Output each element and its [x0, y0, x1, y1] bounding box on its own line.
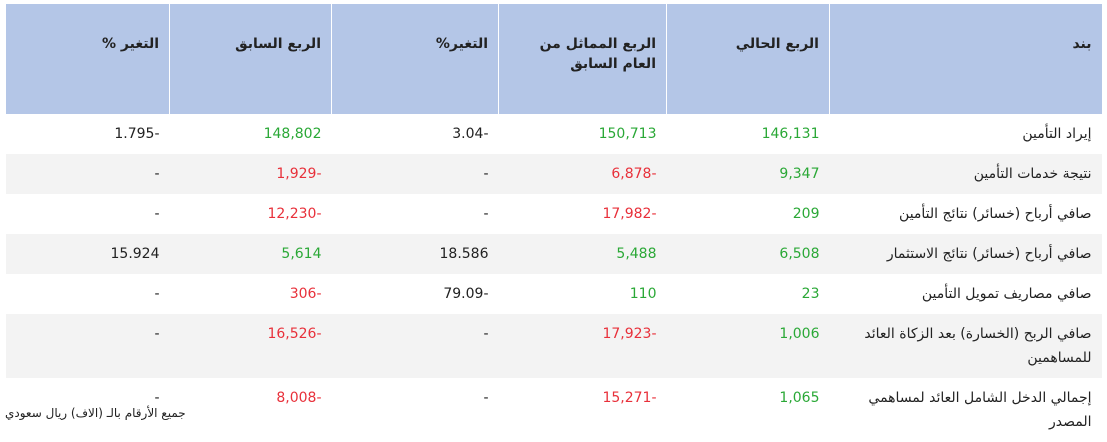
- row-label: إيراد التأمين: [1022, 126, 1092, 142]
- cell-value: 209: [792, 206, 820, 222]
- cell-value: 148,802: [263, 126, 322, 142]
- cell-value: -: [331, 154, 499, 194]
- cell-value: 18.586: [331, 234, 499, 274]
- cell-value: 1.795-: [114, 126, 160, 142]
- cell-value: 150,713: [598, 126, 657, 142]
- cell-value: 15,271-: [602, 390, 657, 406]
- table-row: صافي الربح (الخسارة) بعد الزكاة العائد ل…: [5, 314, 1102, 378]
- row-label: صافي مصاريف تمويل التأمين: [921, 286, 1092, 302]
- cell-value: -: [483, 206, 489, 222]
- cell-value: 110: [629, 286, 657, 302]
- column-header: التغير %: [5, 4, 170, 114]
- header-row: بند الربع الحالي الربع المماثل من العام ال…: [5, 4, 1102, 114]
- cell-value: -: [154, 206, 160, 222]
- cell-value: 3.04-: [452, 126, 489, 142]
- cell-value: 15.924: [5, 234, 170, 274]
- row-label: صافي أرباح (خسائر) نتائج الاستثمار: [829, 234, 1102, 274]
- cell-value: 6,508: [666, 234, 830, 274]
- table-row: إيراد التأمين 146,131 150,713 3.04- 148,802 1…: [6, 114, 1102, 154]
- cell-value: 306-: [289, 286, 322, 302]
- cell-value: 1,006: [666, 314, 830, 378]
- cell-value: -: [154, 390, 160, 406]
- column-header: الربع السابق: [169, 4, 332, 114]
- cell-value: 17,923-: [498, 314, 667, 378]
- cell-value: -: [5, 154, 170, 194]
- column-header: بند: [829, 4, 1102, 114]
- cell-value: -: [483, 390, 489, 406]
- cell-value: -: [154, 286, 160, 302]
- cell-value: 8,008-: [276, 390, 322, 406]
- table-container: بند الربع الحالي الربع المماثل من العام ال…: [5, 4, 1102, 442]
- column-header: الربع المماثل من العام السابق: [498, 4, 667, 114]
- cell-value: 1,065: [779, 390, 820, 406]
- row-label: إجمالي الدخل الشامل العائد لمساهمي المصد…: [868, 390, 1092, 430]
- footnote: جميع الأرقام بالـ (الاف) ريال سعودي: [5, 406, 186, 420]
- cell-value: 1,929-: [169, 154, 332, 194]
- column-header: التغير%: [331, 4, 499, 114]
- column-header: الربع الحالي: [666, 4, 830, 114]
- cell-value: 9,347: [666, 154, 830, 194]
- cell-value: -: [5, 314, 170, 378]
- cell-value: -: [331, 314, 499, 378]
- row-label: صافي أرباح (خسائر) نتائج التأمين: [899, 206, 1092, 222]
- cell-value: 5,614: [169, 234, 332, 274]
- table-body: إيراد التأمين 146,131 150,713 3.04- 148,802 1…: [5, 114, 1102, 442]
- row-label: نتيجة خدمات التأمين: [829, 154, 1102, 194]
- cell-value: 12,230-: [267, 206, 322, 222]
- table-row: صافي أرباح (خسائر) نتائج التأمين 209 17,98…: [6, 194, 1102, 234]
- cell-value: 146,131: [761, 126, 820, 142]
- cell-value: 5,488: [498, 234, 667, 274]
- cell-value: 17,982-: [602, 206, 657, 222]
- row-label: صافي الربح (الخسارة) بعد الزكاة العائد ل…: [829, 314, 1102, 378]
- table-row: صافي أرباح (خسائر) نتائج الاستثمار 6,508 5…: [5, 234, 1102, 274]
- cell-value: 16,526-: [169, 314, 332, 378]
- table-row: إجمالي الدخل الشامل العائد لمساهمي المصد…: [6, 378, 1102, 442]
- cell-value: 23: [801, 286, 820, 302]
- table-row: نتيجة خدمات التأمين 9,347 6,878- -1,929- -: [5, 154, 1102, 194]
- table-row: صافي مصاريف تمويل التأمين 23 110 79.09- 306-…: [6, 274, 1102, 314]
- cell-value: 6,878-: [498, 154, 667, 194]
- cell-value: 79.09-: [443, 286, 489, 302]
- financial-table: بند الربع الحالي الربع المماثل من العام ال…: [5, 4, 1102, 442]
